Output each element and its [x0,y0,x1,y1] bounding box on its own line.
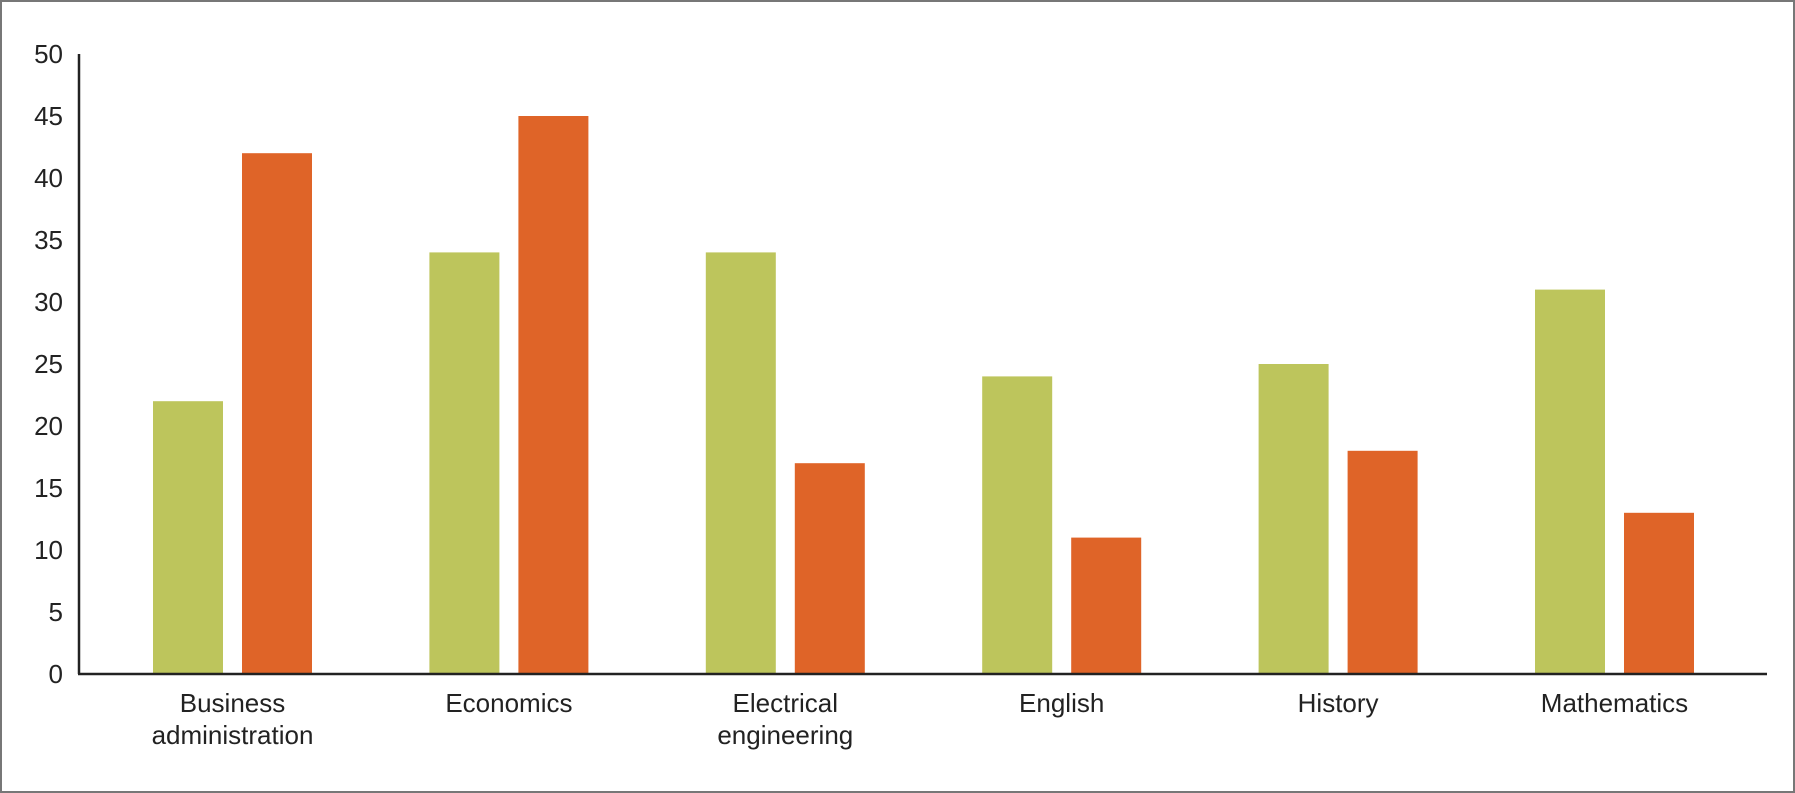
bar-business-administration-series-2 [242,153,312,674]
bar-economics-series-1 [429,252,500,674]
x-category-label: Mathematics [1541,688,1688,718]
y-tick-label: 40 [34,163,63,193]
y-tick-label: 20 [34,411,63,441]
x-category-label: administration [152,720,314,750]
x-category-label: Business [180,688,286,718]
bar-business-administration-series-1 [153,401,223,674]
x-category-label: Electrical [733,688,838,718]
y-tick-label: 45 [34,101,63,131]
bar-electrical-engineering-series-2 [794,463,865,674]
bar-history-series-1 [1258,364,1329,674]
y-tick-label: 35 [34,225,63,255]
y-tick-label: 30 [34,287,63,317]
bar-electrical-engineering-series-1 [705,252,776,674]
bar-mathematics-series-1 [1535,289,1605,674]
y-tick-label: 25 [34,349,63,379]
bar-economics-series-2 [518,116,589,674]
bars [153,116,1694,674]
x-category-label: English [1019,688,1104,718]
y-tick-label: 0 [49,659,63,689]
y-tick-label: 5 [49,597,63,627]
y-tick-label: 15 [34,473,63,503]
y-tick-label: 10 [34,535,63,565]
bar-history-series-2 [1347,450,1418,674]
bar-english-series-1 [982,376,1053,674]
bar-mathematics-series-2 [1624,512,1694,674]
y-tick-label: 50 [34,39,63,69]
y-axis-tick-labels: 0 5 10 15 20 25 30 35 40 45 50 [34,39,63,689]
x-category-label: Economics [445,688,572,718]
x-category-label: engineering [717,720,853,750]
x-category-label: History [1298,688,1379,718]
bar-english-series-2 [1071,537,1142,674]
